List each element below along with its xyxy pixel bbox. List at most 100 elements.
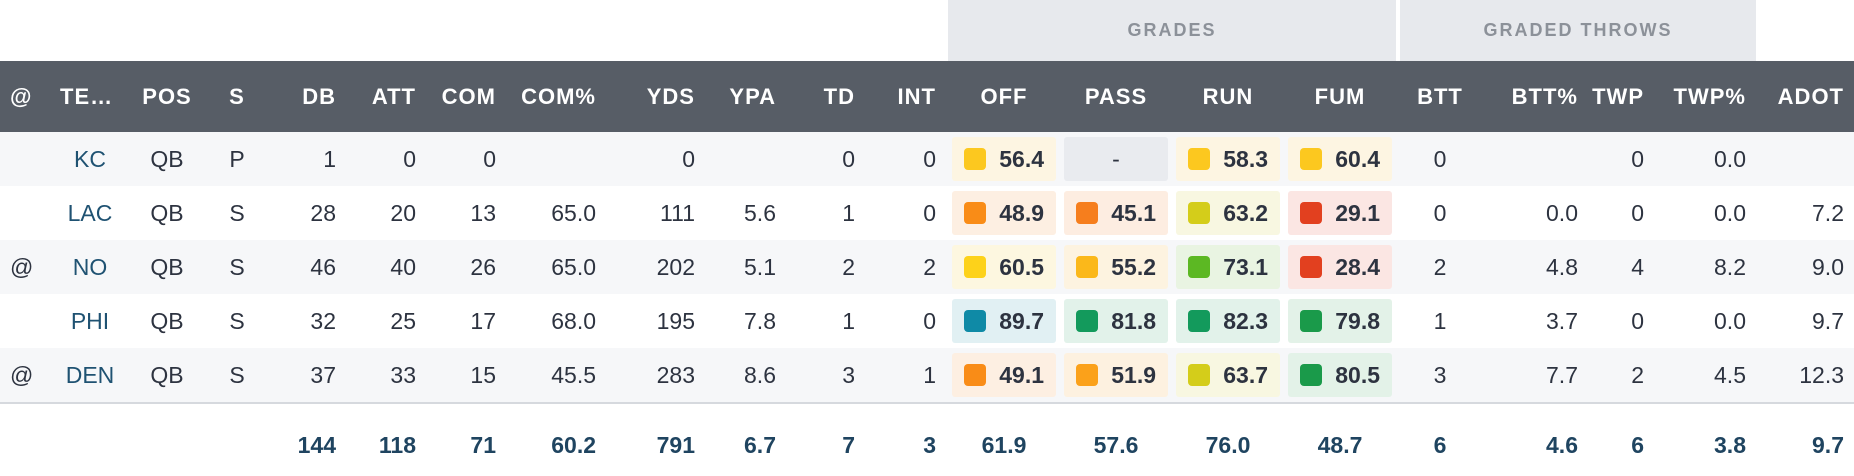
- cell-db: 1: [323, 146, 336, 172]
- grade-pass: 45.1: [1064, 191, 1168, 235]
- total-btt-pct: 4.6: [1546, 432, 1578, 458]
- col-header-att[interactable]: ATT: [371, 84, 416, 109]
- table-row[interactable]: @ DEN QB S 37 33 15 45.5 283 8.6 3 1 3 7.7 2 4.5 12.3 49.…: [0, 348, 1854, 402]
- cell-com-pct: 68.0: [551, 308, 596, 334]
- cell-com-pct: 65.0: [551, 200, 596, 226]
- col-header-com-pct[interactable]: COM%: [521, 84, 596, 109]
- cell-twp-pct: 0.0: [1714, 200, 1746, 226]
- cell-yds: 0: [682, 146, 695, 172]
- cell-int: 0: [923, 200, 936, 226]
- cell-at: [10, 186, 40, 240]
- total-off: 61.9: [981, 432, 1027, 458]
- cell-twp: 0: [1631, 308, 1644, 334]
- group-header-graded-throws: GRADED THROWS: [1400, 0, 1756, 61]
- col-header-s[interactable]: S: [229, 84, 245, 109]
- col-header-fum[interactable]: FUM: [1314, 84, 1366, 109]
- total-int: 3: [923, 432, 936, 458]
- cell-pos: QB: [150, 200, 184, 226]
- total-db: 144: [297, 432, 336, 458]
- grade-value: 29.1: [1335, 200, 1380, 226]
- cell-td: 0: [842, 146, 855, 172]
- grade-fum: 29.1: [1288, 191, 1392, 235]
- cell-s: S: [229, 200, 245, 226]
- cell-team[interactable]: PHI: [70, 308, 110, 334]
- col-header-run[interactable]: RUN: [1202, 84, 1254, 109]
- col-header-twp[interactable]: TWP: [1592, 84, 1644, 109]
- cell-att: 40: [390, 254, 416, 280]
- grade-value: 89.7: [999, 308, 1044, 334]
- grade-swatch-icon: [1076, 256, 1098, 278]
- col-header-btt-pct[interactable]: BTT%: [1511, 84, 1578, 109]
- col-header-twp-pct[interactable]: TWP%: [1673, 84, 1746, 109]
- grade-off: 89.7: [952, 299, 1056, 343]
- totals-divider: [0, 402, 1854, 404]
- grade-swatch-icon: [1076, 364, 1098, 386]
- grade-fum: 80.5: [1288, 353, 1392, 397]
- cell-twp-pct: 4.5: [1714, 362, 1746, 388]
- total-twp: 6: [1631, 432, 1644, 458]
- grade-swatch-icon: [1300, 148, 1322, 170]
- cell-at: @: [10, 254, 34, 280]
- cell-btt-pct: 0.0: [1546, 200, 1578, 226]
- col-header-ypa[interactable]: YPA: [729, 84, 776, 109]
- cell-com-pct: 65.0: [551, 254, 596, 280]
- cell-td: 2: [842, 254, 855, 280]
- grade-off: 49.1: [952, 353, 1056, 397]
- grade-value: 82.3: [1223, 308, 1268, 334]
- cell-adot: 12.3: [1799, 362, 1844, 388]
- col-header-int[interactable]: INT: [897, 84, 936, 109]
- cell-btt: 0: [1433, 200, 1447, 226]
- cell-com-pct: 45.5: [551, 362, 596, 388]
- grade-value: 63.2: [1223, 200, 1268, 226]
- col-header-adot[interactable]: ADOT: [1777, 84, 1844, 109]
- group-header-grades: GRADES: [948, 0, 1396, 61]
- col-header-pass[interactable]: PASS: [1084, 84, 1148, 109]
- cell-twp: 2: [1631, 362, 1644, 388]
- cell-twp-pct: 0.0: [1714, 308, 1746, 334]
- cell-team[interactable]: DEN: [65, 362, 115, 388]
- cell-pos: QB: [150, 146, 184, 172]
- cell-int: 1: [923, 362, 936, 388]
- grade-swatch-icon: [1300, 364, 1322, 386]
- table-row[interactable]: LAC QB S 28 20 13 65.0 111 5.6 1 0 0 0.0 0 0.0 7.2 48.9 4…: [0, 186, 1854, 240]
- grade-value: 60.4: [1335, 146, 1380, 172]
- grade-run: 82.3: [1176, 299, 1280, 343]
- grade-value: 49.1: [999, 362, 1044, 388]
- grade-swatch-icon: [964, 256, 986, 278]
- grade-swatch-icon: [1076, 310, 1098, 332]
- cell-com-pct: [505, 132, 596, 186]
- cell-twp-pct: 0.0: [1714, 146, 1746, 172]
- cell-db: 32: [310, 308, 336, 334]
- cell-int: 2: [923, 254, 936, 280]
- col-header-com[interactable]: COM: [441, 84, 496, 109]
- cell-pos: QB: [150, 254, 184, 280]
- grade-run: 58.3: [1176, 137, 1280, 181]
- col-header-team[interactable]: TE…: [60, 84, 114, 109]
- total-run: 76.0: [1205, 432, 1251, 458]
- grade-off: 48.9: [952, 191, 1056, 235]
- grade-pass: 81.8: [1064, 299, 1168, 343]
- cell-int: 0: [923, 146, 936, 172]
- table-row[interactable]: KC QB P 1 0 0 0 0 0 0 0 0.0 56.4 - 58.3 60.4: [0, 132, 1854, 186]
- table-row[interactable]: PHI QB S 32 25 17 68.0 195 7.8 1 0 1 3.7 0 0.0 9.7 89.7 8…: [0, 294, 1854, 348]
- cell-ypa: 7.8: [744, 308, 776, 334]
- col-header-yds[interactable]: YDS: [646, 84, 695, 109]
- table-row[interactable]: @ NO QB S 46 40 26 65.0 202 5.1 2 2 2 4.8 4 8.2 9.0 60.5 5…: [0, 240, 1854, 294]
- col-header-off[interactable]: OFF: [980, 84, 1028, 109]
- cell-team[interactable]: LAC: [67, 200, 113, 226]
- cell-com: 13: [470, 200, 496, 226]
- cell-team[interactable]: NO: [72, 254, 108, 280]
- cell-twp: 4: [1631, 254, 1644, 280]
- col-header-pos[interactable]: POS: [142, 84, 192, 109]
- col-header-btt[interactable]: BTT: [1417, 84, 1463, 109]
- cell-db: 37: [310, 362, 336, 388]
- cell-att: 0: [403, 146, 416, 172]
- col-header-db[interactable]: DB: [302, 84, 336, 109]
- col-header-td[interactable]: TD: [823, 84, 855, 109]
- grade-swatch-icon: [964, 364, 986, 386]
- cell-team[interactable]: KC: [74, 146, 106, 172]
- col-header-at[interactable]: @: [10, 84, 33, 109]
- cell-at: @: [10, 362, 34, 388]
- total-btt: 6: [1433, 432, 1447, 458]
- grade-run: 63.7: [1176, 353, 1280, 397]
